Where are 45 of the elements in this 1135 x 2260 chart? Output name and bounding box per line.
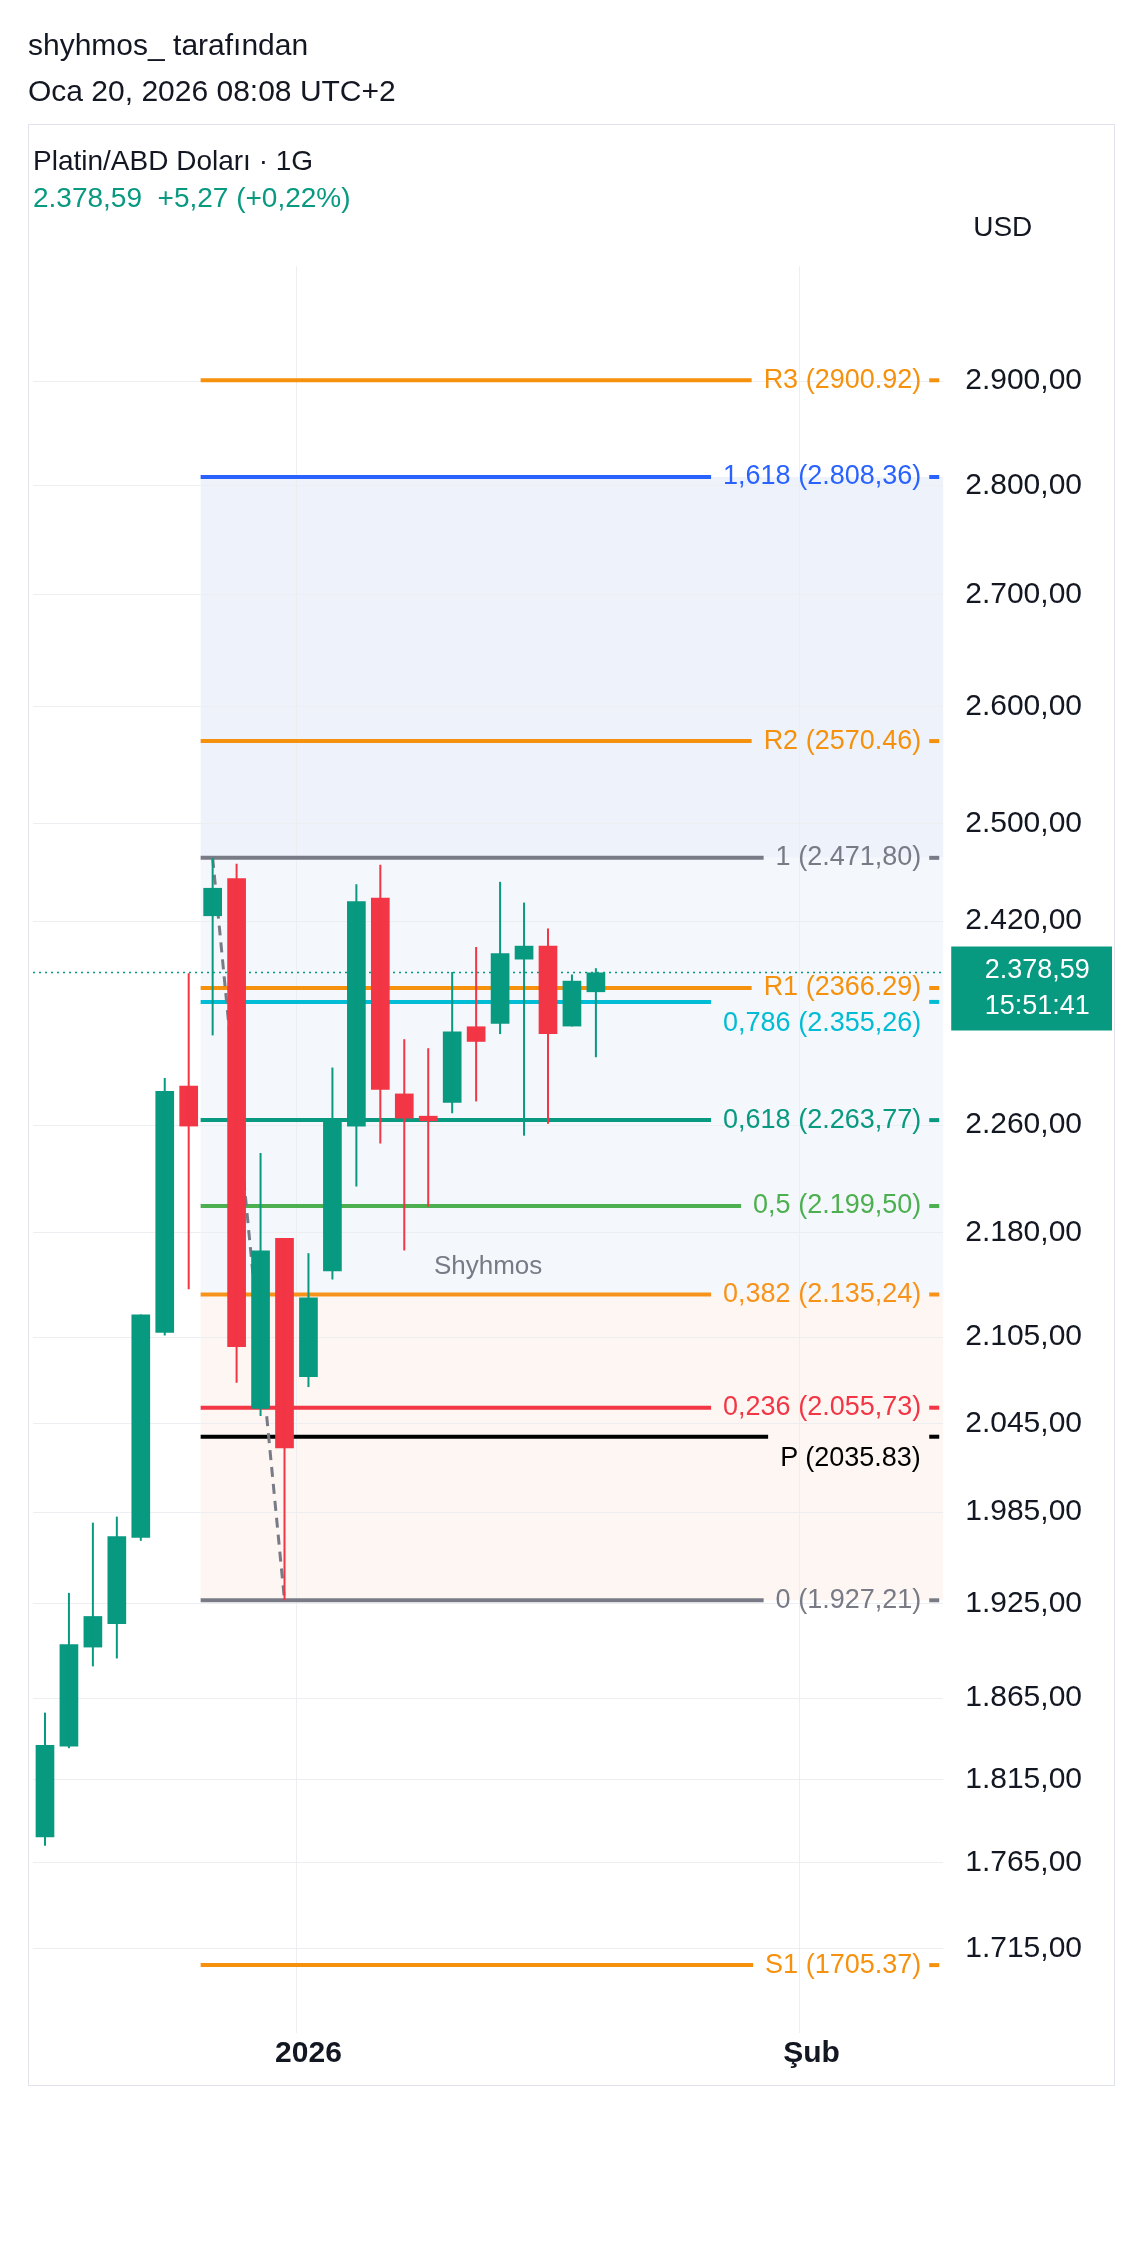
ref-line-label: 2.378,59 15:51:41 [984, 953, 1090, 1020]
candlestick [131, 1313, 151, 1542]
y-tick-label: 2.700,00 [965, 575, 1082, 609]
y-tick-label: 2.045,00 [965, 1404, 1082, 1438]
ref-line-label: P (2035.83) [780, 1442, 921, 1473]
ref-line-label: R1 (2366.29) [763, 971, 922, 1002]
ref-line-label: R2 (2570.46) [763, 724, 922, 755]
chart-title: Platin/ABD Doları · 1G [33, 144, 314, 176]
text: shyhmos_ tarafından [28, 27, 310, 63]
y-tick-label: 2.900,00 [965, 362, 1082, 396]
ref-line-label: S1 (1705.37) [765, 1948, 922, 1979]
ref-line-label: 0,5 (2.199,50) [753, 1189, 922, 1220]
y-tick-label: 2.500,00 [965, 805, 1082, 839]
ref-line-label: 0,236 (2.055,73) [723, 1391, 922, 1422]
text: Oca 20, 2026 08:08 UTC+2 [28, 73, 397, 109]
y-axis-title: USD [973, 211, 1033, 243]
y-tick-label: 1.985,00 [965, 1493, 1082, 1527]
x-tick-label: Şub [783, 2035, 840, 2069]
y-tick-label: 2.260,00 [965, 1106, 1082, 1140]
ref-line-label: 0,618 (2.263,77) [723, 1103, 922, 1134]
ref-line-label: 0,786 (2.355,26) [723, 1007, 922, 1038]
annotation: Shyhmos [433, 1249, 543, 1280]
y-tick-label: 2.800,00 [965, 467, 1082, 501]
ref-line-label: 1 (2.471,80) [775, 841, 922, 872]
chart-subtitle: 2.378,59 +5,27 (+0,22%) [33, 182, 351, 214]
ref-line-label: 0,382 (2.135,24) [723, 1277, 922, 1308]
candlestick [370, 863, 390, 1145]
candlestick [227, 862, 246, 1384]
ref-line-label: 1,618 (2.808,36) [723, 460, 922, 491]
candlestick [299, 1252, 318, 1389]
candlestick [155, 1076, 175, 1337]
y-tick-label: 2.600,00 [965, 688, 1082, 722]
y-tick-label: 1.765,00 [965, 1843, 1082, 1877]
candlestick [107, 1515, 127, 1660]
ref-line-label: 0 (1.927,21) [775, 1583, 922, 1614]
y-tick-label: 1.925,00 [965, 1584, 1082, 1618]
x-tick-label: 2026 [275, 2035, 342, 2069]
ref-line-label: R3 (2900.92) [763, 363, 922, 394]
y-tick-label: 1.865,00 [965, 1679, 1082, 1713]
y-tick-label: 1.715,00 [965, 1929, 1082, 1963]
y-tick-label: 2.105,00 [965, 1318, 1082, 1352]
y-tick-label: 1.815,00 [965, 1760, 1082, 1794]
y-tick-label: 2.180,00 [965, 1213, 1082, 1247]
candlestick [251, 1151, 270, 1418]
y-tick-label: 2.420,00 [965, 902, 1082, 936]
